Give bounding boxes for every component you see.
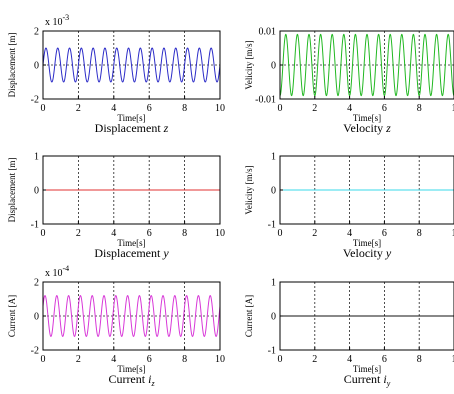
y-multiplier-label: x 10-3 xyxy=(45,13,69,28)
x-tick-label: 6 xyxy=(382,103,387,114)
x-tick-label: 10 xyxy=(215,228,225,239)
chart-caption: Current iz xyxy=(108,372,155,388)
y-tick-label: -1 xyxy=(268,220,276,231)
series-line-current-iz-0 xyxy=(42,295,221,337)
x-tick-label: 4 xyxy=(111,354,116,365)
x-tick-label: 8 xyxy=(417,354,422,365)
chart-caption: Displacement y xyxy=(94,246,169,260)
y-tick-label: 0 xyxy=(34,61,39,72)
x-tick-label: 4 xyxy=(111,228,116,239)
y-tick-label: 2 xyxy=(34,278,39,289)
x-tick-label: 10 xyxy=(215,354,225,365)
x-tick-label: 0 xyxy=(41,354,46,365)
x-tick-label: 6 xyxy=(382,228,387,239)
x-tick-label: 10 xyxy=(215,103,225,114)
x-axis-label: Time[s] xyxy=(353,113,381,123)
y-tick-label: 1 xyxy=(34,152,39,163)
y-tick-label: 0 xyxy=(34,312,39,323)
chart-caption: Velocity y xyxy=(343,246,392,260)
x-tick-label: 6 xyxy=(147,228,152,239)
x-tick-label: 4 xyxy=(111,103,116,114)
series-line-velocity-z-0 xyxy=(279,33,454,97)
x-tick-label: 8 xyxy=(417,228,422,239)
y-tick-label: -1 xyxy=(31,220,39,231)
x-tick-label: 0 xyxy=(41,103,46,114)
x-tick-label: 1 xyxy=(452,103,454,114)
x-tick-label: 8 xyxy=(182,354,187,365)
y-tick-label: 1 xyxy=(271,278,276,289)
y-axis-label: Current [A] xyxy=(244,295,254,337)
chart-caption: Velocity z xyxy=(343,121,391,135)
y-tick-label: 0.01 xyxy=(259,27,277,38)
x-tick-label: 4 xyxy=(347,103,352,114)
x-tick-label: 6 xyxy=(147,103,152,114)
x-tick-label: 8 xyxy=(417,103,422,114)
x-tick-label: 8 xyxy=(182,103,187,114)
y-tick-label: -0.01 xyxy=(255,95,276,106)
y-tick-label: -2 xyxy=(31,95,39,106)
y-tick-label: 0 xyxy=(271,186,276,197)
y-axis-label: Velicity [m/s] xyxy=(244,40,254,89)
x-tick-label: 1 xyxy=(452,354,454,365)
y-tick-label: -2 xyxy=(31,346,39,357)
y-axis-label: Velicity [m/s] xyxy=(244,165,254,214)
x-axis-label: Time[s] xyxy=(117,238,145,248)
x-tick-label: 8 xyxy=(182,228,187,239)
x-axis-label: Time[s] xyxy=(117,113,145,123)
x-axis-label: Time[s] xyxy=(353,364,381,374)
x-tick-label: 0 xyxy=(278,103,283,114)
x-tick-label: 4 xyxy=(347,228,352,239)
y-axis-label: Displacement [m] xyxy=(7,158,17,223)
x-tick-label: 2 xyxy=(312,103,317,114)
x-tick-label: 2 xyxy=(76,103,81,114)
y-multiplier-label: x 10-4 xyxy=(45,264,69,279)
x-axis-label: Time[s] xyxy=(353,238,381,248)
y-tick-label: 2 xyxy=(34,27,39,38)
y-tick-label: 1 xyxy=(271,152,276,163)
x-tick-label: 6 xyxy=(382,354,387,365)
y-tick-label: 0 xyxy=(34,186,39,197)
x-tick-label: 4 xyxy=(347,354,352,365)
y-tick-label: 0 xyxy=(271,61,276,72)
x-tick-label: 0 xyxy=(41,228,46,239)
x-tick-label: 0 xyxy=(278,228,283,239)
x-tick-label: 2 xyxy=(76,228,81,239)
y-tick-label: -1 xyxy=(268,346,276,357)
x-tick-label: 0 xyxy=(278,354,283,365)
x-tick-label: 1 xyxy=(452,228,454,239)
x-tick-label: 6 xyxy=(147,354,152,365)
x-tick-label: 2 xyxy=(312,354,317,365)
chart-caption: Displacement z xyxy=(95,121,169,135)
x-axis-label: Time[s] xyxy=(117,364,145,374)
series-line-displacement-z-0 xyxy=(42,47,221,83)
y-tick-label: 0 xyxy=(271,312,276,323)
y-axis-label: Current [A] xyxy=(7,295,17,337)
chart-caption: Current iy xyxy=(344,372,391,388)
x-tick-label: 2 xyxy=(76,354,81,365)
y-axis-label: Displacement [m] xyxy=(7,33,17,98)
x-tick-label: 2 xyxy=(312,228,317,239)
